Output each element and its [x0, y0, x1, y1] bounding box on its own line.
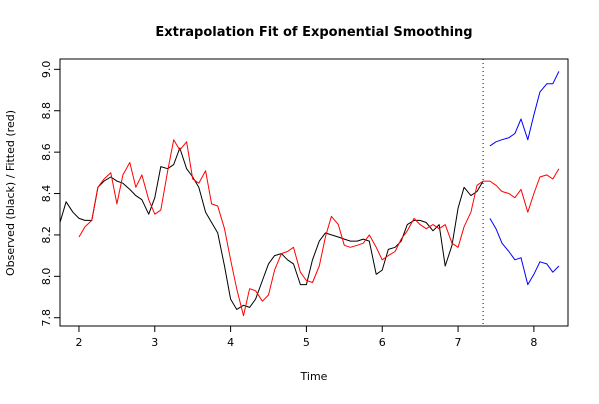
y-axis: 7.8 8.0 8.2 8.4 8.6 8.8 9.0 — [40, 61, 60, 327]
series-line-2 — [483, 168, 560, 213]
series-line-4 — [489, 218, 560, 286]
y-axis-label: Observed (black) / Fitted (red) — [4, 110, 17, 276]
y-tick-label: 8.4 — [40, 185, 53, 203]
x-tick-label: 6 — [379, 336, 386, 349]
x-tick-label: 3 — [151, 336, 158, 349]
y-tick-label: 8.2 — [40, 226, 53, 244]
series-line-0 — [59, 147, 484, 310]
y-tick-label: 8.8 — [40, 102, 53, 120]
x-tick-label: 4 — [227, 336, 234, 349]
series-line-1 — [78, 139, 484, 317]
series-lines — [59, 71, 560, 317]
series-line-3 — [489, 71, 560, 147]
x-tick-label: 7 — [455, 336, 462, 349]
x-tick-label: 8 — [530, 336, 537, 349]
y-tick-label: 8.6 — [40, 143, 53, 161]
chart-title: Extrapolation Fit of Exponential Smoothi… — [155, 25, 472, 40]
y-tick-label: 9.0 — [40, 61, 53, 79]
y-tick-label: 8.0 — [40, 268, 53, 286]
plot-frame — [59, 58, 569, 327]
x-tick-label: 5 — [303, 336, 310, 349]
x-axis-label: Time — [300, 370, 328, 383]
y-tick-label: 7.8 — [40, 309, 53, 327]
x-axis: 2 3 4 5 6 7 8 — [75, 326, 537, 349]
x-tick-label: 2 — [75, 336, 82, 349]
